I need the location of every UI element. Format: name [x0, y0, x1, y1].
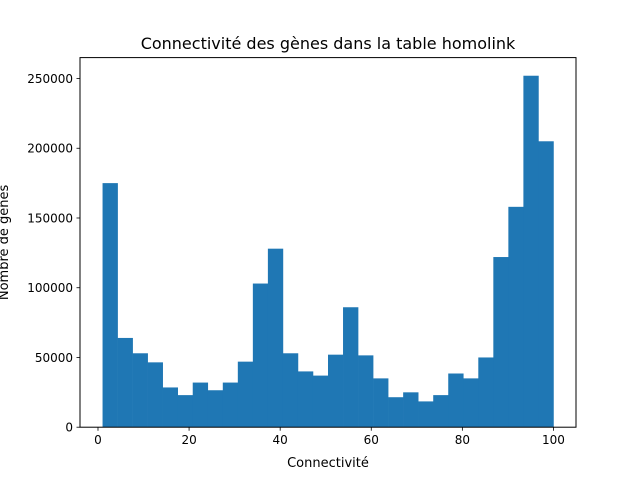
- histogram-bar: [177, 395, 194, 428]
- histogram-bar: [297, 371, 314, 428]
- y-axis-label: Nombre de gènes: [0, 184, 12, 300]
- x-tick-label: 0: [94, 433, 102, 447]
- bars-group: [102, 75, 554, 428]
- histogram-bar: [312, 375, 329, 428]
- histogram-bar: [252, 283, 269, 428]
- histogram-bar: [147, 362, 163, 428]
- histogram-bar: [448, 373, 464, 428]
- x-axis-label: Connectivité: [287, 456, 369, 471]
- histogram-bar: [373, 378, 389, 428]
- y-tick-label: 100000: [27, 281, 73, 295]
- histogram-bar: [207, 390, 224, 428]
- x-tick-label: 40: [273, 433, 288, 447]
- histogram-bar: [358, 355, 374, 428]
- histogram-bar: [403, 392, 419, 428]
- histogram-bar: [508, 206, 524, 428]
- histogram-bar: [267, 248, 284, 428]
- chart-title: Connectivité des gènes dans la table hom…: [141, 34, 516, 53]
- histogram-bar: [222, 382, 239, 428]
- histogram-bar: [102, 183, 118, 428]
- histogram-bar: [493, 257, 509, 428]
- x-tick-label: 100: [542, 433, 565, 447]
- histogram-bar: [162, 387, 178, 428]
- y-tick-label: 200000: [27, 142, 73, 156]
- y-tick-label: 0: [65, 421, 73, 435]
- histogram-bar: [132, 353, 148, 428]
- histogram-bar: [463, 378, 479, 428]
- y-tick-label: 150000: [27, 211, 73, 225]
- y-tick-label: 250000: [27, 72, 73, 86]
- histogram-bar: [237, 361, 254, 428]
- histogram-bar: [418, 401, 434, 428]
- histogram-bar: [538, 141, 554, 428]
- x-axis-ticks: 0 20 40 60 80 100: [94, 427, 565, 447]
- y-axis-ticks: 0 50000 100000 150000 200000 250000: [27, 72, 80, 435]
- plot-frame: [79, 57, 577, 428]
- histogram-bar: [192, 382, 209, 428]
- y-tick-label: 50000: [35, 351, 73, 365]
- x-tick-label: 60: [364, 433, 379, 447]
- histogram-bar: [117, 337, 133, 428]
- histogram-bar: [478, 357, 494, 428]
- histogram-bar: [388, 397, 404, 428]
- histogram-bar: [328, 354, 344, 428]
- x-tick-label: 20: [181, 433, 196, 447]
- histogram-bar: [282, 353, 299, 428]
- histogram-bar: [523, 75, 539, 428]
- x-tick-label: 80: [455, 433, 470, 447]
- histogram-bar: [433, 395, 449, 428]
- histogram-bar: [343, 307, 359, 428]
